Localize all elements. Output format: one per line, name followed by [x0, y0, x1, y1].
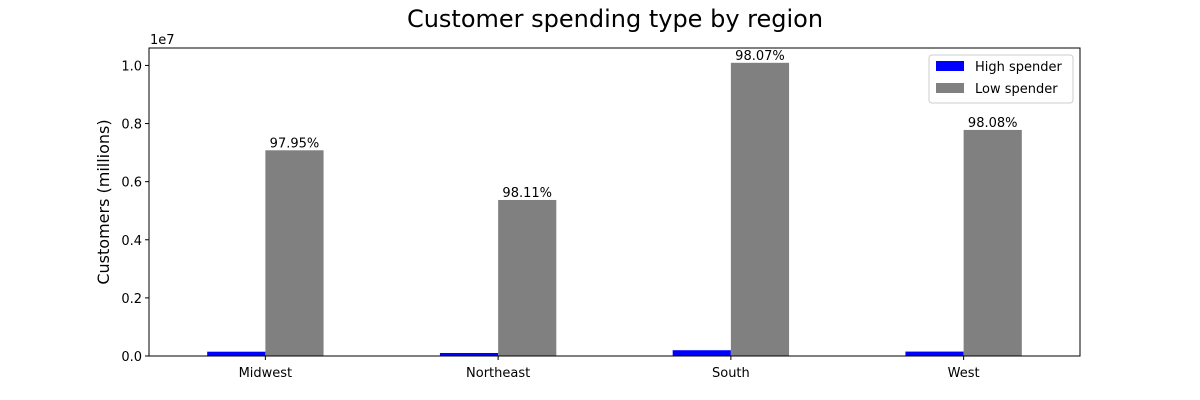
y-axis-ticks: 0.0 0.2 0.4 0.6 0.8 1.0 — [121, 59, 149, 365]
x-tick-label: Midwest — [239, 366, 293, 381]
bar-high-spender-northeast — [439, 352, 499, 356]
y-tick-label: 0.4 — [121, 234, 142, 249]
bar-high-spender-midwest — [207, 351, 266, 356]
chart-title: Customer spending type by region — [407, 5, 823, 33]
legend-box — [928, 54, 1074, 104]
legend-swatch — [936, 61, 964, 71]
bar-value-label: 97.95% — [270, 136, 320, 151]
y-tick-label: 1.0 — [121, 59, 142, 74]
x-tick-label: Northeast — [466, 366, 530, 381]
legend-label: Low spender — [975, 82, 1058, 97]
bar-low-spender-midwest — [265, 150, 324, 356]
bar-low-spender-northeast — [498, 199, 557, 356]
y-tick-label: 0.8 — [121, 118, 142, 133]
y-tick-label: 0.0 — [121, 350, 142, 365]
x-tick-label: South — [712, 366, 750, 381]
x-tick-label: West — [948, 366, 980, 381]
plot-frame — [148, 47, 1081, 357]
legend-swatch — [936, 83, 964, 93]
bar-low-spender-south — [730, 62, 790, 356]
bar-labels-group: 97.95% 98.11% 98.07% 98.08% — [270, 49, 1018, 201]
bar-value-label: 98.11% — [502, 186, 552, 201]
y-tick-label: 0.2 — [121, 292, 142, 307]
bar-value-label: 98.07% — [735, 49, 785, 64]
legend: High spender Low spender — [928, 54, 1074, 104]
y-tick-label: 0.6 — [121, 176, 142, 191]
x-axis-ticks: Midwest Northeast South West — [239, 356, 980, 381]
legend-label: High spender — [975, 60, 1063, 75]
bar-high-spender-south — [672, 350, 731, 356]
bars-group — [207, 62, 1022, 356]
bar-low-spender-west — [963, 129, 1022, 356]
y-axis-label: Customers (millions) — [94, 119, 113, 284]
bar-high-spender-west — [905, 351, 964, 356]
y-axis-offset-text: 1e7 — [150, 33, 175, 48]
bar-value-label: 98.08% — [968, 116, 1018, 131]
